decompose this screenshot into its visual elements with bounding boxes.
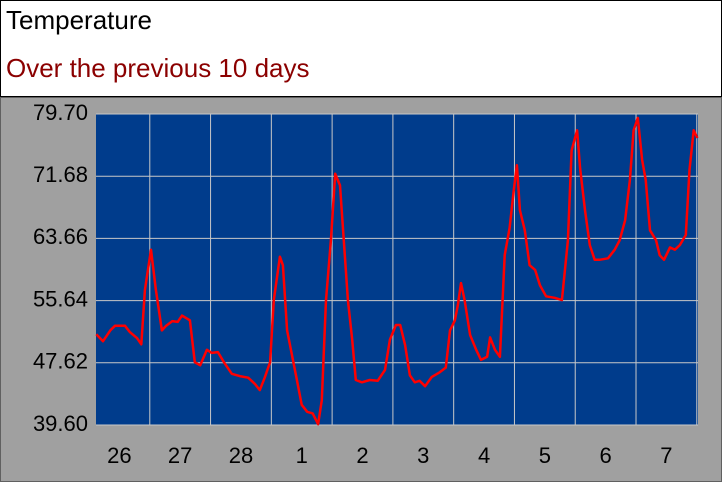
x-tick-label: 4: [478, 443, 490, 468]
chart-subtitle: Over the previous 10 days: [6, 53, 310, 83]
x-tick-label: 5: [539, 443, 551, 468]
plot-area: [96, 114, 698, 425]
x-tick-label: 3: [417, 443, 429, 468]
y-tick-label: 39.60: [33, 411, 88, 436]
chart-title: Temperature: [6, 5, 152, 35]
x-tick-label: 7: [660, 443, 672, 468]
y-tick-label: 71.68: [33, 162, 88, 187]
y-tick-label: 55.64: [33, 286, 88, 311]
x-tick-label: 26: [107, 443, 131, 468]
x-tick-label: 2: [356, 443, 368, 468]
y-tick-label: 63.66: [33, 224, 88, 249]
title-panel: [0, 0, 722, 97]
y-tick-label: 47.62: [33, 349, 88, 374]
x-tick-label: 27: [168, 443, 192, 468]
x-tick-label: 28: [229, 443, 253, 468]
y-tick-label: 79.70: [33, 100, 88, 125]
x-tick-label: 1: [296, 443, 308, 468]
line: [95, 116, 699, 426]
x-tick-label: 6: [599, 443, 611, 468]
